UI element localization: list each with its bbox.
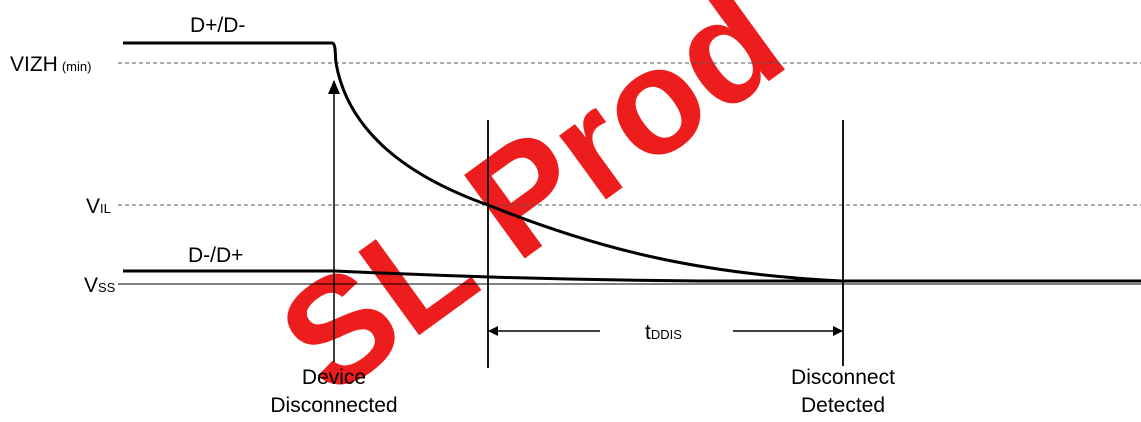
signal-upper-waveform bbox=[123, 41, 1141, 283]
signal-lower-label: D-/D+ bbox=[188, 244, 243, 267]
vizh-level-label: VIZH (min) bbox=[10, 53, 91, 76]
disconnect-detected-label-line1: Disconnect bbox=[791, 366, 895, 389]
disconnect-detected-label-line2: Detected bbox=[801, 394, 885, 417]
device-disconnected-label-line1: Device bbox=[302, 366, 366, 389]
signal-upper-label: D+/D- bbox=[190, 14, 245, 37]
vil-level-label: VIL bbox=[86, 195, 111, 218]
vss-level-label: VSS bbox=[84, 274, 116, 297]
signal-lower-waveform bbox=[123, 269, 1141, 283]
device-disconnected-label-line2: Disconnected bbox=[270, 394, 397, 417]
tddis-label: tDDIS bbox=[645, 321, 682, 344]
